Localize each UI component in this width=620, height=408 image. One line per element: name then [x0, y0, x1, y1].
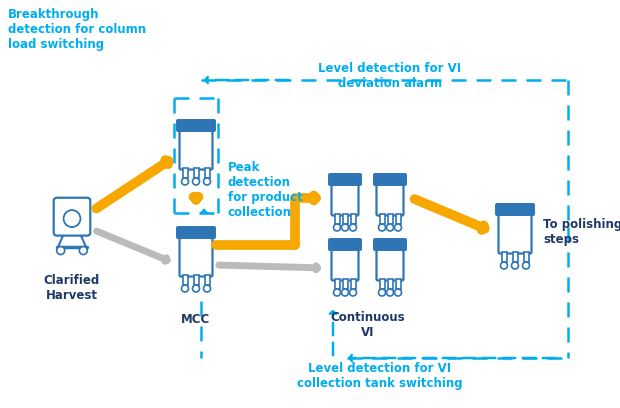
- Bar: [342, 214, 347, 224]
- Bar: [335, 279, 340, 289]
- Circle shape: [203, 285, 211, 292]
- Circle shape: [512, 262, 518, 269]
- FancyBboxPatch shape: [180, 126, 213, 169]
- Bar: [193, 168, 198, 178]
- Circle shape: [342, 289, 348, 296]
- Bar: [342, 279, 347, 289]
- Bar: [513, 252, 518, 262]
- Bar: [193, 275, 198, 285]
- FancyBboxPatch shape: [332, 246, 358, 281]
- Circle shape: [350, 289, 356, 296]
- Bar: [379, 214, 384, 224]
- FancyBboxPatch shape: [376, 246, 404, 281]
- Bar: [350, 279, 355, 289]
- Circle shape: [334, 224, 340, 231]
- Circle shape: [192, 285, 200, 292]
- Bar: [205, 275, 210, 285]
- Text: Clarified
Harvest: Clarified Harvest: [44, 274, 100, 302]
- Text: To polishing
steps: To polishing steps: [543, 218, 620, 246]
- Bar: [396, 214, 401, 224]
- Bar: [205, 168, 210, 178]
- FancyBboxPatch shape: [376, 180, 404, 215]
- FancyBboxPatch shape: [374, 174, 406, 185]
- Circle shape: [182, 178, 188, 185]
- FancyBboxPatch shape: [177, 120, 215, 131]
- Circle shape: [342, 224, 348, 231]
- Circle shape: [386, 224, 394, 231]
- Bar: [335, 214, 340, 224]
- FancyBboxPatch shape: [498, 211, 531, 253]
- Bar: [350, 214, 355, 224]
- Text: MCC: MCC: [182, 313, 211, 326]
- Text: Peak
detection
for product
collection: Peak detection for product collection: [228, 161, 303, 219]
- Bar: [502, 252, 507, 262]
- FancyBboxPatch shape: [54, 198, 91, 236]
- FancyBboxPatch shape: [374, 239, 406, 250]
- Bar: [182, 275, 187, 285]
- Circle shape: [334, 289, 340, 296]
- FancyBboxPatch shape: [329, 174, 361, 185]
- Text: Level detection for VI
deviation alarm: Level detection for VI deviation alarm: [319, 62, 461, 90]
- FancyBboxPatch shape: [177, 227, 215, 238]
- Circle shape: [378, 289, 386, 296]
- FancyBboxPatch shape: [329, 239, 361, 250]
- Bar: [396, 279, 401, 289]
- Circle shape: [79, 246, 87, 255]
- Circle shape: [192, 178, 200, 185]
- Circle shape: [386, 289, 394, 296]
- Circle shape: [350, 224, 356, 231]
- Circle shape: [394, 224, 402, 231]
- Circle shape: [394, 289, 402, 296]
- FancyBboxPatch shape: [332, 180, 358, 215]
- Circle shape: [523, 262, 529, 269]
- Circle shape: [378, 224, 386, 231]
- FancyBboxPatch shape: [496, 204, 534, 215]
- Bar: [388, 214, 392, 224]
- Bar: [388, 279, 392, 289]
- Circle shape: [182, 285, 188, 292]
- Bar: [523, 252, 528, 262]
- Circle shape: [56, 246, 64, 255]
- FancyBboxPatch shape: [180, 233, 213, 277]
- Bar: [182, 168, 187, 178]
- Text: Breakthrough
detection for column
load switching: Breakthrough detection for column load s…: [8, 8, 146, 51]
- Circle shape: [203, 178, 211, 185]
- Ellipse shape: [64, 210, 81, 227]
- Text: Level detection for VI
collection tank switching: Level detection for VI collection tank s…: [297, 362, 463, 390]
- Circle shape: [500, 262, 508, 269]
- Bar: [379, 279, 384, 289]
- Text: Continuous
VI: Continuous VI: [330, 311, 405, 339]
